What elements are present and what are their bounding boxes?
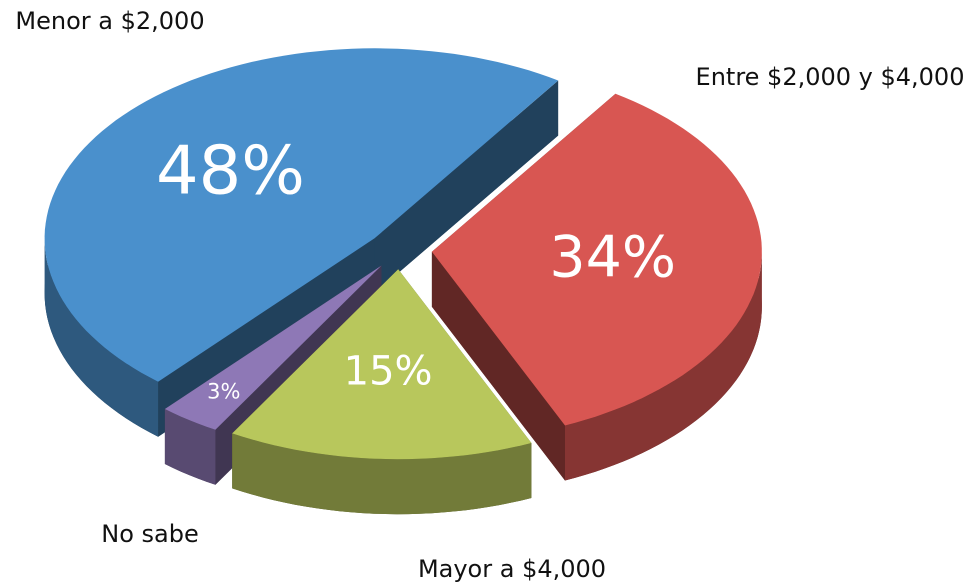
category-label: Mayor a $4,000 xyxy=(418,555,606,583)
category-label: Menor a $2,000 xyxy=(15,7,204,35)
value-label: 15% xyxy=(344,349,433,395)
category-label: Entre $2,000 y $4,000 xyxy=(696,63,965,91)
slice xyxy=(44,48,559,382)
slice xyxy=(164,265,382,430)
slice-radial-wall xyxy=(374,80,559,294)
value-label: 3% xyxy=(207,379,240,403)
value-label: 34% xyxy=(549,224,676,290)
slice-outer-wall xyxy=(164,409,216,485)
value-label: 48% xyxy=(156,131,305,209)
slice-outer-wall xyxy=(232,433,532,515)
slice-outer-wall xyxy=(44,238,159,437)
slice xyxy=(431,93,762,426)
category-label: No sabe xyxy=(101,520,198,548)
slice-outer-wall xyxy=(565,251,762,481)
slice xyxy=(232,269,532,460)
slice-radial-wall xyxy=(431,251,565,481)
